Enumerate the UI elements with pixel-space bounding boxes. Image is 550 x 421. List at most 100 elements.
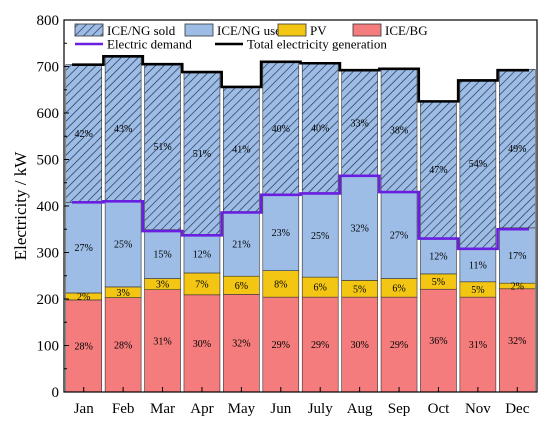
- pct-label-pv-may: 6%: [235, 281, 248, 292]
- bar-ice-bg-jun: [262, 296, 300, 393]
- lines-layer: [72, 54, 529, 251]
- pct-label-ice-ng-used-may: 21%: [232, 239, 250, 250]
- pct-label-ice-bg-oct: 36%: [429, 336, 447, 347]
- pct-label-ice-bg-mar: 31%: [153, 336, 171, 347]
- pct-label-ice-bg-dec: 32%: [508, 336, 526, 347]
- pct-label-ice-bg-aug: 30%: [350, 340, 368, 351]
- percentage-labels-layer: 28% 2% 27% 42% 28% 3% 25% 43% 31% 3% 15% 51% 30% 7% 12…: [75, 118, 527, 352]
- pct-label-ice-bg-may: 32%: [232, 339, 250, 350]
- pct-label-ice-bg-apr: 30%: [193, 339, 211, 350]
- x-tick-label-apr: Apr: [190, 401, 213, 417]
- bar-ice-ng-sold-jan: [65, 64, 103, 203]
- pct-label-ice-ng-sold-jan: 42%: [75, 129, 93, 140]
- x-tick-label-aug: Aug: [347, 401, 373, 417]
- bar-ice-bg-oct: [420, 288, 457, 393]
- pct-label-ice-bg-nov: 31%: [469, 340, 487, 351]
- pct-label-ice-ng-sold-may: 41%: [232, 145, 250, 156]
- pct-label-pv-nov: 5%: [471, 285, 484, 296]
- pct-label-ice-ng-sold-jun: 40%: [272, 124, 290, 135]
- bar-ice-bg-july: [301, 296, 339, 393]
- pct-label-ice-ng-used-jan: 27%: [75, 243, 93, 254]
- bar-ice-ng-sold-mar: [144, 63, 181, 231]
- y-tick-label: 400: [37, 199, 60, 215]
- bar-ice-bg-jan: [65, 299, 103, 393]
- x-tick-label-nov: Nov: [465, 401, 491, 417]
- y-tick-label: 800: [37, 13, 60, 29]
- pct-label-ice-ng-sold-feb: 43%: [114, 124, 132, 135]
- pct-label-ice-ng-sold-nov: 54%: [469, 159, 487, 170]
- line-total-electricity-generation: [72, 54, 529, 103]
- pct-label-ice-ng-sold-dec: 49%: [508, 144, 526, 155]
- pct-label-ice-ng-used-dec: 17%: [508, 251, 526, 262]
- pct-label-ice-ng-used-sep: 27%: [390, 231, 408, 242]
- y-tick-label: 500: [37, 153, 60, 169]
- y-tick-label: 0: [52, 385, 60, 401]
- bar-ice-ng-used-aug: [341, 175, 378, 281]
- pct-label-ice-ng-used-july: 25%: [311, 231, 329, 242]
- pct-label-ice-ng-used-jun: 23%: [272, 228, 290, 239]
- pct-label-ice-ng-sold-oct: 47%: [429, 165, 447, 176]
- pct-label-pv-sep: 6%: [392, 283, 405, 294]
- pct-label-ice-ng-sold-july: 40%: [311, 123, 329, 134]
- legend-swatch-ice-bg: [352, 23, 382, 37]
- pct-label-pv-july: 6%: [314, 283, 327, 294]
- x-tick-label-dec: Dec: [505, 401, 529, 417]
- pct-label-pv-aug: 5%: [353, 284, 366, 295]
- y-tick-label: 700: [37, 60, 60, 76]
- legend-swatch-ice-ng-sold: [74, 23, 104, 37]
- pct-label-pv-feb: 3%: [116, 288, 129, 299]
- y-tick-label: 300: [37, 246, 60, 262]
- bars-layer: [65, 55, 536, 393]
- pct-label-ice-ng-used-oct: 12%: [429, 251, 447, 262]
- pct-label-ice-ng-sold-aug: 33%: [350, 118, 368, 129]
- x-tick-label-jun: Jun: [270, 401, 291, 417]
- pct-label-ice-ng-used-aug: 32%: [350, 223, 368, 234]
- pct-label-pv-oct: 5%: [432, 277, 445, 288]
- legend: ICE/NG sold ICE/NG used PV ICE/BG Electric d…: [74, 23, 428, 52]
- bar-ice-ng-used-mar: [144, 229, 181, 279]
- pct-label-ice-ng-sold-sep: 38%: [390, 126, 408, 137]
- bar-ice-ng-sold-may: [223, 86, 260, 212]
- bar-ice-ng-used-jun: [262, 194, 300, 271]
- bar-ice-bg-may: [223, 294, 260, 393]
- pct-label-ice-ng-used-feb: 25%: [114, 239, 132, 250]
- pct-label-ice-bg-sep: 29%: [390, 340, 408, 351]
- y-axis: 0 100 200 300 400 500 600 700 800: [37, 13, 69, 401]
- bar-ice-ng-sold-july: [301, 62, 339, 194]
- x-tick-label-sep: Sep: [388, 401, 411, 417]
- bar-ice-ng-sold-apr: [183, 71, 221, 236]
- legend-label-ice-bg: ICE/BG: [385, 23, 428, 38]
- bar-ice-ng-used-dec: [498, 227, 536, 284]
- legend-label-total-electricity-generation: Total electricity generation: [247, 37, 387, 52]
- x-tick-label-mar: Mar: [150, 401, 175, 417]
- x-tick-label-jan: Jan: [74, 401, 94, 417]
- pct-label-pv-jun: 8%: [274, 279, 287, 290]
- pct-label-pv-dec: 2%: [511, 281, 524, 292]
- pct-label-ice-ng-used-mar: 15%: [153, 250, 171, 261]
- pct-label-ice-ng-used-apr: 12%: [193, 249, 211, 260]
- pct-label-pv-apr: 7%: [195, 279, 208, 290]
- pct-label-ice-ng-sold-mar: 51%: [153, 142, 171, 153]
- pct-label-ice-ng-used-nov: 11%: [469, 260, 487, 271]
- pct-label-ice-ng-sold-apr: 51%: [193, 149, 211, 160]
- bar-ice-ng-used-jan: [65, 201, 103, 294]
- bar-ice-ng-used-sep: [380, 191, 418, 279]
- y-tick-label: 100: [37, 339, 60, 355]
- y-axis-title: Electricity / kW: [11, 151, 30, 261]
- y-tick-label: 200: [37, 292, 60, 308]
- bar-ice-ng-sold-nov: [459, 79, 497, 249]
- legend-label-pv: PV: [310, 23, 327, 38]
- bar-ice-bg-aug: [341, 296, 378, 393]
- pct-label-ice-bg-jun: 29%: [272, 340, 290, 351]
- line-electric-demand: [72, 174, 529, 251]
- pct-label-ice-bg-july: 29%: [311, 340, 329, 351]
- bar-ice-ng-sold-oct: [420, 101, 457, 239]
- pct-label-ice-bg-jan: 28%: [75, 341, 93, 352]
- x-tick-label-feb: Feb: [112, 401, 135, 417]
- pct-label-pv-mar: 3%: [156, 280, 169, 291]
- bar-ice-ng-sold-jun: [262, 62, 300, 195]
- pct-label-pv-jan: 2%: [77, 292, 90, 303]
- bar-ice-ng-used-apr: [183, 234, 221, 274]
- x-axis: Jan Feb Mar Apr May Jun July Aug Sep Oct Nov Dec: [74, 387, 530, 417]
